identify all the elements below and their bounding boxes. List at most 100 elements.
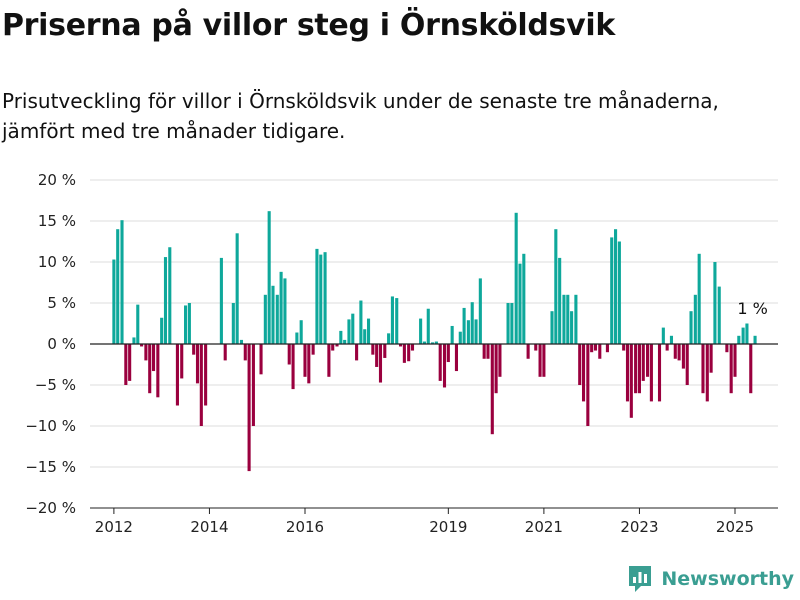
axis-layer: 20 % 15 % 10 % 5 % 0 % −5 % −10 % −15 % −20 % 201… bbox=[25, 171, 778, 536]
bar bbox=[701, 344, 705, 394]
bar bbox=[231, 303, 235, 344]
bar bbox=[180, 344, 184, 379]
bar bbox=[371, 344, 375, 355]
bar bbox=[554, 229, 558, 344]
bar bbox=[407, 344, 411, 362]
bar bbox=[482, 344, 486, 359]
page-subtitle: Prisutveckling för villor i Örnsköldsvik… bbox=[2, 89, 719, 143]
bar bbox=[148, 344, 152, 394]
bar bbox=[251, 344, 255, 426]
bar bbox=[442, 344, 447, 388]
bar bbox=[116, 229, 120, 344]
bar bbox=[470, 302, 474, 344]
bar bbox=[741, 327, 745, 344]
bar bbox=[661, 327, 665, 344]
bar bbox=[160, 317, 164, 344]
bar bbox=[454, 344, 459, 372]
bar bbox=[749, 344, 753, 394]
bar bbox=[136, 304, 140, 344]
bar bbox=[622, 344, 626, 351]
bar bbox=[629, 344, 633, 418]
bar bbox=[315, 248, 319, 344]
bar bbox=[120, 220, 124, 344]
bar bbox=[192, 344, 196, 355]
bar bbox=[646, 344, 650, 377]
newsworthy-logo-text: Newsworthy bbox=[661, 568, 794, 590]
bar bbox=[677, 344, 681, 361]
bar bbox=[665, 344, 669, 351]
bar bbox=[534, 344, 538, 351]
bar bbox=[187, 303, 191, 344]
y-tick-label: −10 % bbox=[25, 417, 76, 435]
bar bbox=[574, 294, 578, 344]
bar bbox=[729, 344, 733, 394]
bar bbox=[669, 335, 674, 344]
bar bbox=[375, 344, 379, 367]
x-tick-label: 2016 bbox=[286, 518, 324, 536]
bar bbox=[311, 344, 315, 355]
bar bbox=[124, 344, 128, 385]
bar bbox=[522, 253, 526, 344]
page-title: Priserna på villor steg i Örnsköldsvik bbox=[2, 8, 615, 43]
y-tick-label: 0 % bbox=[47, 335, 76, 353]
bar bbox=[363, 329, 367, 344]
y-tick-label: −5 % bbox=[35, 376, 76, 394]
bar bbox=[434, 341, 438, 344]
bar bbox=[641, 344, 645, 381]
bar bbox=[494, 344, 498, 394]
bar bbox=[132, 337, 136, 344]
x-tick-label: 2019 bbox=[429, 518, 467, 536]
bar bbox=[355, 344, 359, 361]
bar bbox=[478, 278, 482, 344]
bar bbox=[466, 320, 470, 344]
bar bbox=[634, 344, 638, 394]
bar bbox=[745, 323, 749, 344]
bar bbox=[458, 331, 462, 344]
bar bbox=[570, 311, 574, 344]
bar bbox=[156, 344, 160, 398]
bar bbox=[267, 211, 271, 344]
bar bbox=[474, 319, 478, 344]
bar bbox=[199, 344, 203, 426]
bar bbox=[140, 344, 144, 347]
bar bbox=[733, 344, 737, 377]
bar bbox=[395, 298, 399, 344]
bar bbox=[335, 344, 339, 347]
y-tick-label: 20 % bbox=[38, 171, 76, 189]
y-tick-label: 5 % bbox=[47, 294, 76, 312]
bar bbox=[422, 341, 426, 344]
bar bbox=[247, 344, 251, 472]
bar bbox=[713, 262, 717, 344]
bar bbox=[542, 344, 546, 377]
bar bbox=[331, 344, 335, 351]
bar bbox=[279, 271, 283, 344]
bar bbox=[578, 344, 582, 385]
bar bbox=[593, 344, 598, 351]
bar bbox=[518, 263, 522, 344]
bar bbox=[151, 344, 156, 372]
bar bbox=[610, 237, 614, 344]
bar bbox=[112, 259, 116, 344]
bar bbox=[351, 313, 355, 344]
bar bbox=[685, 344, 689, 385]
bar bbox=[506, 303, 510, 344]
bar bbox=[275, 294, 279, 344]
x-tick-label: 2023 bbox=[620, 518, 658, 536]
bar bbox=[617, 241, 621, 344]
bar bbox=[295, 332, 299, 344]
bar bbox=[438, 344, 442, 381]
latest-value-annotation: 1 % bbox=[737, 299, 767, 318]
bar bbox=[637, 344, 641, 394]
bar bbox=[486, 344, 490, 359]
bar bbox=[195, 344, 200, 384]
bar bbox=[175, 344, 179, 406]
bar bbox=[128, 344, 132, 381]
bar bbox=[689, 311, 693, 344]
bar bbox=[614, 229, 618, 344]
bar bbox=[753, 335, 757, 344]
bar bbox=[243, 344, 247, 361]
bar bbox=[204, 344, 208, 406]
newsworthy-logo-icon bbox=[629, 566, 652, 592]
bar bbox=[144, 344, 148, 361]
